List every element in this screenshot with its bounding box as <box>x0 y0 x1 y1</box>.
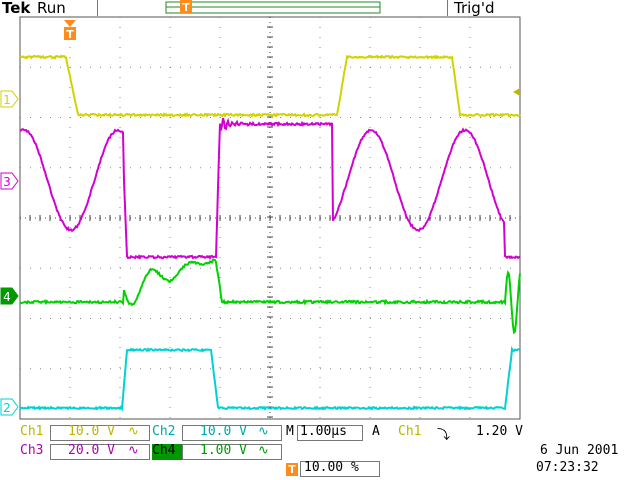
graticule-grid <box>20 17 520 419</box>
timebase-value: 1.00µs <box>300 424 347 439</box>
trigger-source[interactable]: Ch1 <box>398 424 421 439</box>
ch1-ground-marker-icon[interactable]: 1 <box>1 91 18 107</box>
svg-text:2: 2 <box>3 401 11 415</box>
trigger-time-marker-icon[interactable]: T <box>64 20 76 41</box>
trigger-state: Trig'd <box>454 0 494 17</box>
trigger-position-value: 10.00 % <box>304 460 359 475</box>
ch4-ground-marker-icon[interactable]: 4 <box>1 288 18 304</box>
trigger-position-marker-icon[interactable]: T <box>180 0 192 14</box>
header-divider <box>447 0 448 16</box>
ch3-label[interactable]: Ch3 <box>20 443 43 458</box>
svg-text:T: T <box>182 1 190 14</box>
svg-text:3: 3 <box>3 175 11 189</box>
ch3-scale: 20.0 V <box>68 443 115 458</box>
ch4-coupling-icon: ∿ <box>258 443 269 458</box>
svg-text:1: 1 <box>3 93 11 107</box>
trigger-level-arrow-icon[interactable] <box>513 88 520 96</box>
ch2-scale: 10.0 V <box>200 424 247 439</box>
brand-label: Tek <box>2 0 30 17</box>
ch4-label[interactable]: Ch4 <box>152 443 175 458</box>
channel-markers: 1 2 3 4 <box>1 91 18 415</box>
ch2-label[interactable]: Ch2 <box>152 424 175 439</box>
date: 6 Jun 2001 <box>540 443 618 458</box>
ch3-ground-marker-icon[interactable]: 3 <box>1 173 18 189</box>
trigger-mode: A <box>372 424 380 439</box>
ch3-coupling-icon: ∿ <box>128 443 139 458</box>
ch2-coupling-icon: ∿ <box>258 424 269 439</box>
ch1-coupling-icon: ∿ <box>128 424 139 439</box>
ch1-scale: 10.0 V <box>68 424 115 439</box>
svg-text:4: 4 <box>3 290 11 304</box>
record-position-bar <box>166 2 380 13</box>
trigger-level[interactable]: 1.20 V <box>476 424 523 439</box>
falling-slope-icon: ⤵ <box>437 424 450 443</box>
ch2-ground-marker-icon[interactable]: 2 <box>1 399 18 415</box>
timebase-label: M <box>286 424 294 439</box>
run-state: Run <box>37 0 66 17</box>
trigger-position-icon: T <box>286 463 298 476</box>
ch4-trace <box>20 260 520 333</box>
header-divider <box>97 0 98 16</box>
svg-text:T: T <box>66 28 74 41</box>
ch4-scale: 1.00 V <box>200 443 247 458</box>
time: 07:23:32 <box>536 460 599 475</box>
ch1-label[interactable]: Ch1 <box>20 424 43 439</box>
